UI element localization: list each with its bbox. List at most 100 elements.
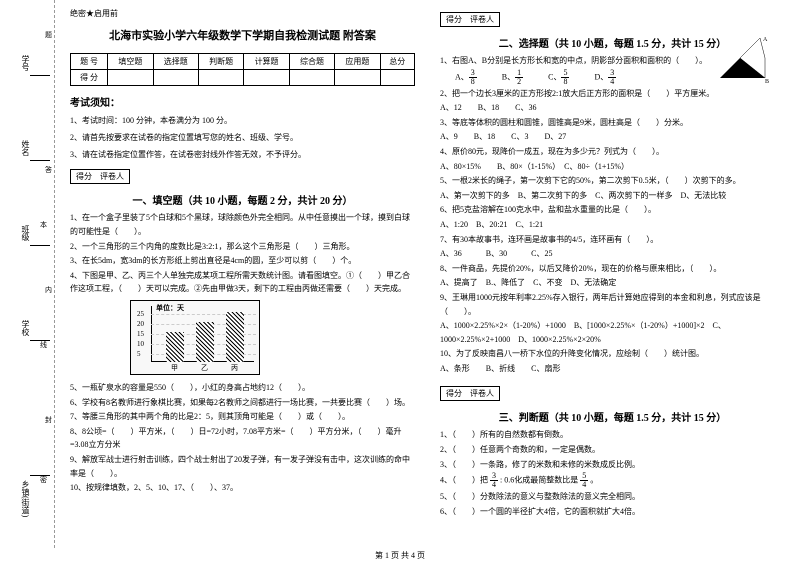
svg-text:B: B bbox=[765, 79, 769, 85]
right-column: 得分 评卷人 二、选择题（共 10 小题，每题 1.5 分，共计 15 分） 1… bbox=[440, 8, 785, 548]
th: 计算题 bbox=[244, 54, 289, 70]
side-char: 答 bbox=[45, 165, 52, 175]
options: A、36 B、30 C、25 bbox=[440, 247, 785, 261]
options: A、提高了 B.、降低了 C、不变 D、无法确定 bbox=[440, 276, 785, 290]
question: 6、（ ）一个圆的半径扩大4倍，它的面积就扩大4倍。 bbox=[440, 505, 785, 519]
options: A、第一次剪下的多 B、第二次剪下的多 C、两次剪下的一样多 D、无法比较 bbox=[440, 189, 785, 203]
margin-label-id: 学号 bbox=[20, 55, 31, 71]
notice-item: 2、请首先按要求在试卷的指定位置填写您的姓名、班级、学号。 bbox=[70, 132, 415, 145]
notice-title: 考试须知： bbox=[70, 94, 415, 109]
question: 3、等底等体积的圆柱和圆锥，圆锥高是9米，圆柱高是（ ）分米。 bbox=[440, 116, 785, 130]
td bbox=[380, 70, 414, 86]
side-char: 密 bbox=[40, 475, 47, 485]
bar bbox=[166, 332, 184, 362]
y-tick: 15 bbox=[137, 330, 144, 338]
y-tick: 25 bbox=[137, 310, 144, 318]
chart-unit: 单位：天 bbox=[156, 303, 184, 313]
scorer-box: 得分 评卷人 bbox=[440, 386, 500, 401]
th: 填空题 bbox=[108, 54, 153, 70]
th: 总分 bbox=[380, 54, 414, 70]
question: 8、8公顷=（ ）平方米，（ ）日=72小时，7.08平方米=（ ）平方分米，（… bbox=[70, 425, 415, 452]
content-area: 绝密★启用前 北海市实验小学六年级数学下学期自我检测试题 附答案 题 号 填空题… bbox=[55, 0, 800, 548]
td bbox=[153, 70, 198, 86]
th: 综合题 bbox=[289, 54, 334, 70]
question: 2、一个三角形的三个内角的度数比是3:2:1，那么这个三角形是（ ）三角形。 bbox=[70, 240, 415, 254]
margin-line bbox=[30, 75, 50, 76]
question: 3、（ ）一条路，修了的米数和未修的米数成反比例。 bbox=[440, 458, 785, 472]
question: 7、等腰三角形的其中两个角的比是2：5，则其顶角可能是（ ）或（ ）。 bbox=[70, 410, 415, 424]
question: 4、（ ）把 34 : 0.6化成最简整数比是 54 。 bbox=[440, 472, 785, 489]
td: 得 分 bbox=[71, 70, 108, 86]
side-char: 线 bbox=[40, 340, 47, 350]
margin-label-school: 学校 bbox=[20, 320, 31, 336]
td bbox=[198, 70, 243, 86]
th: 应用题 bbox=[335, 54, 380, 70]
scorer-box: 得分 评卷人 bbox=[440, 12, 500, 27]
question: 5、（ ）分数除法的意义与整数除法的意义完全相同。 bbox=[440, 490, 785, 504]
table-row: 得 分 bbox=[71, 70, 415, 86]
question: 5、一根2米长的绳子，第一次剪下它的50%，第二次剪下0.5米，（ ）次剪下的多… bbox=[440, 174, 785, 188]
td bbox=[108, 70, 153, 86]
td bbox=[289, 70, 334, 86]
question: 4、下图是甲、乙、丙三个人单独完成某项工程所需天数统计图。请看图填空。①（ ）甲… bbox=[70, 269, 415, 296]
x-label: 乙 bbox=[201, 363, 208, 373]
bar bbox=[226, 312, 244, 362]
x-label: 丙 bbox=[231, 363, 238, 373]
th: 选择题 bbox=[153, 54, 198, 70]
margin-label-class: 班级 bbox=[20, 225, 31, 241]
td bbox=[244, 70, 289, 86]
question: 4、原价80元，现降价一成五，现在为多少元？列式为（ ）。 bbox=[440, 145, 785, 159]
score-table: 题 号 填空题 选择题 判断题 计算题 综合题 应用题 总分 得 分 bbox=[70, 53, 415, 86]
option-a: A、38 bbox=[455, 69, 477, 86]
table-row: 题 号 填空题 选择题 判断题 计算题 综合题 应用题 总分 bbox=[71, 54, 415, 70]
question: 5、一瓶矿泉水的容量是550（ ），小红的身高占地约12（ ）。 bbox=[70, 381, 415, 395]
options: A、80×15% B、80×（1-15%） C、80÷（1+15%） bbox=[440, 160, 785, 174]
option-c: C、58 bbox=[548, 69, 569, 86]
th: 题 号 bbox=[71, 54, 108, 70]
options: A、12 B、18 C、36 bbox=[440, 101, 785, 115]
question: 3、在长5dm，宽3dm的长方形纸上剪出直径是4cm的圆，至少可以剪（ ）个。 bbox=[70, 254, 415, 268]
exam-title: 北海市实验小学六年级数学下学期自我检测试题 附答案 bbox=[70, 27, 415, 43]
side-char: 封 bbox=[45, 415, 52, 425]
options: A、1000×2.25%×2×（1-20%）+1000 B、[1000×2.25… bbox=[440, 319, 785, 346]
secret-label: 绝密★启用前 bbox=[70, 8, 415, 19]
y-tick: 10 bbox=[137, 340, 144, 348]
bar-chart: 单位：天 25 20 15 10 5 甲 bbox=[130, 300, 260, 375]
question: 9、王琳用1000元按年利率2.25%存入银行，两年后计算她应得到的本金和利息，… bbox=[440, 291, 785, 318]
options: A、9 B、18 C、3 D、27 bbox=[440, 130, 785, 144]
page-footer: 第 1 页 共 4 页 bbox=[0, 550, 800, 561]
left-column: 绝密★启用前 北海市实验小学六年级数学下学期自我检测试题 附答案 题 号 填空题… bbox=[70, 8, 415, 548]
option-d: D、34 bbox=[594, 69, 616, 86]
chart-box: 单位：天 25 20 15 10 5 甲 bbox=[130, 300, 260, 375]
bar bbox=[196, 322, 214, 362]
margin-line bbox=[30, 160, 50, 161]
margin-label-name: 姓名 bbox=[20, 140, 31, 156]
notice-item: 3、请在试卷指定位置作答，在试卷密封线外作答无效，不予评分。 bbox=[70, 149, 415, 162]
options: A、1:20 B、20:21 C、1:21 bbox=[440, 218, 785, 232]
margin-line bbox=[30, 245, 50, 246]
options: A、条形 B、折线 C、扇形 bbox=[440, 362, 785, 376]
question: 9、解放军战士进行射击训练，四个战士射出了20发子弹，有一发子弹没有击中，这次训… bbox=[70, 453, 415, 480]
question: 8、一件商品，先提价20%，以后又降价20%，现在的价格与原来相比，（ ）。 bbox=[440, 262, 785, 276]
svg-text:A: A bbox=[763, 37, 768, 43]
triangle-icon: A B bbox=[715, 33, 770, 88]
triangle-diagram: A B bbox=[715, 33, 770, 88]
question: 2、把一个边长3厘米的正方形按2:1放大后正方形的面积是（ ）平方厘米。 bbox=[440, 87, 785, 101]
section1-title: 一、填空题（共 10 小题，每题 2 分，共计 20 分） bbox=[70, 192, 415, 207]
side-char: 本 bbox=[40, 220, 47, 230]
section3-title: 三、判断题（共 10 小题，每题 1.5 分，共计 15 分） bbox=[440, 409, 785, 424]
y-tick: 5 bbox=[137, 350, 141, 358]
notice-item: 1、考试时间：100 分钟，本卷满分为 100 分。 bbox=[70, 115, 415, 128]
exam-page: 学号 姓名 班级 学校 乡镇(街道) 题 答 本 内 线 封 密 绝密★启用前 … bbox=[0, 0, 800, 548]
x-label: 甲 bbox=[171, 363, 178, 373]
margin-label-town: 乡镇(街道) bbox=[20, 480, 31, 517]
question: 6、学校有8名教师进行象棋比赛，如果每2名教师之间都进行一场比赛，一共要比赛（ … bbox=[70, 396, 415, 410]
question: 6、把5克盐溶解在100克水中，盐和盐水重量的比是（ ）。 bbox=[440, 203, 785, 217]
side-char: 内 bbox=[45, 285, 52, 295]
question: 1、在一个盒子里装了5个白球和5个黑球，球除颜色外完全相同。从中任意摸出一个球，… bbox=[70, 211, 415, 238]
td bbox=[335, 70, 380, 86]
question: 7、有30本故事书，连环画是故事书的4/5，连环画有（ ）。 bbox=[440, 233, 785, 247]
question: 2、（ ）任意两个奇数的和，一定是偶数。 bbox=[440, 443, 785, 457]
side-char: 题 bbox=[45, 30, 52, 40]
question: 10、为了反映南昌八一桥下水位的升降变化情况，应绘制（ ）统计图。 bbox=[440, 347, 785, 361]
